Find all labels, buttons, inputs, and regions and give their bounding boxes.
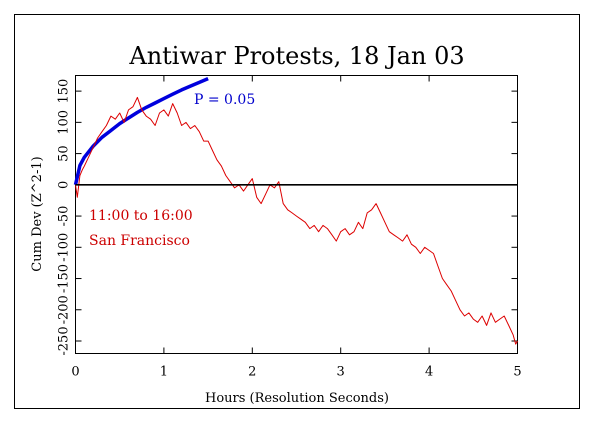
x-tick-label-1: 1 bbox=[160, 365, 168, 380]
outer-border bbox=[14, 14, 580, 409]
x-tick-label-0: 0 bbox=[71, 365, 79, 380]
y-tick-label-1: -200 bbox=[57, 295, 72, 324]
y-tick-label-8: 150 bbox=[57, 79, 72, 104]
axis-ticks: 0 1 2 3 4 5 -250 -200 -150 -100 -50 0 50 100 150 bbox=[57, 75, 522, 380]
series-p05-envelope bbox=[73, 76, 209, 186]
x-tick-label-5: 5 bbox=[513, 365, 521, 380]
series-cumulative-deviation bbox=[75, 96, 518, 345]
y-tick-label-7: 100 bbox=[57, 110, 72, 135]
annotation-time-range: 11:00 to 16:00 bbox=[89, 208, 193, 224]
plot-area bbox=[75, 75, 518, 354]
x-tick-label-3: 3 bbox=[337, 365, 345, 380]
x-tick-label-2: 2 bbox=[248, 365, 256, 380]
y-tick-label-0: -250 bbox=[57, 326, 72, 355]
y-tick-label-3: -100 bbox=[57, 233, 72, 262]
annotation-location: San Francisco bbox=[89, 233, 190, 249]
y-tick-label-4: -50 bbox=[57, 206, 72, 227]
annotation-p05: P = 0.05 bbox=[194, 92, 255, 108]
chart-title: Antiwar Protests, 18 Jan 03 bbox=[128, 42, 464, 70]
y-tick-label-2: -150 bbox=[57, 264, 72, 293]
y-tick-label-5: 0 bbox=[57, 181, 72, 189]
x-tick-label-4: 4 bbox=[425, 365, 433, 380]
y-tick-label-6: 50 bbox=[57, 145, 72, 162]
x-axis-label: Hours (Resolution Seconds) bbox=[205, 391, 389, 406]
series-layer bbox=[73, 76, 518, 345]
y-axis-label: Cum Dev (Z^2-1) bbox=[30, 156, 45, 271]
